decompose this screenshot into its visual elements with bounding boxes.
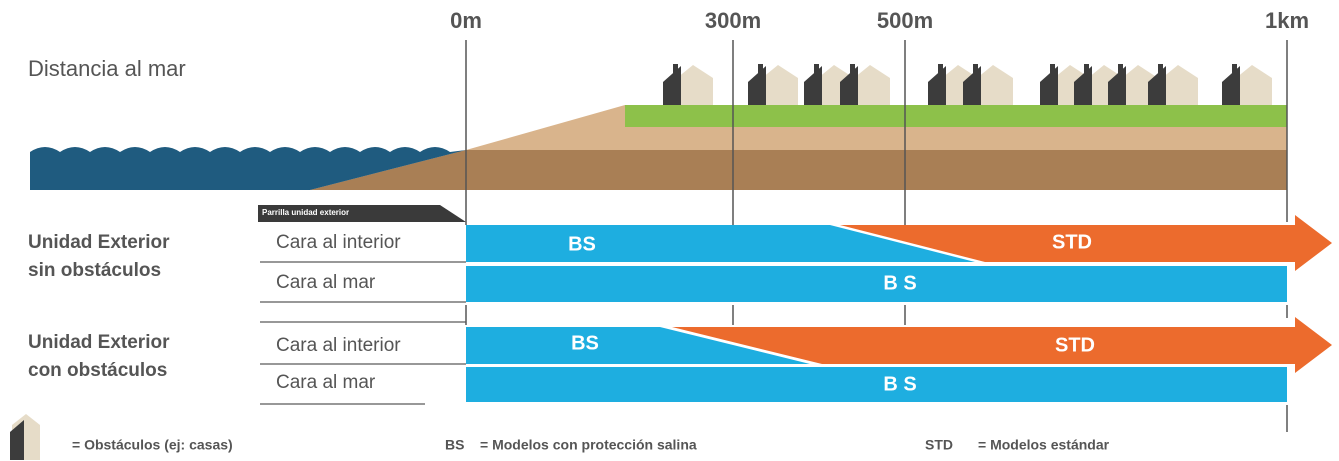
band-label: B S [883, 272, 916, 294]
houses [663, 64, 1272, 105]
marker-label: 300m [705, 8, 761, 33]
bs-band [466, 367, 1287, 402]
group-label: Unidad Exterior [28, 332, 170, 353]
band-label: STD [1052, 231, 1092, 253]
house [963, 64, 1013, 105]
marker-label: 0m [450, 8, 482, 33]
bs-band [466, 266, 1287, 302]
grass [625, 105, 1287, 127]
house [1222, 64, 1272, 105]
house [748, 64, 798, 105]
grid-badge-text: Parrilla unidad exterior [262, 208, 349, 217]
group-label: sin obstáculos [28, 260, 161, 281]
legend-house-icon [10, 414, 40, 460]
house [840, 64, 890, 105]
marker-label: 500m [877, 8, 933, 33]
row-label: Cara al mar [276, 272, 376, 293]
band-label: BS [568, 233, 596, 255]
house [663, 64, 713, 105]
row-label: Cara al mar [276, 372, 376, 393]
scale-title: Distancia al mar [28, 56, 186, 81]
row-label: Cara al interior [276, 232, 401, 253]
band-label: B S [883, 373, 916, 395]
group-label: con obstáculos [28, 360, 167, 381]
marker-label: 1km [1265, 8, 1309, 33]
legend-text: = Obstáculos (ej: casas) [72, 437, 233, 453]
soil [310, 150, 1287, 190]
band-label: BS [571, 332, 599, 354]
legend-text: = Modelos con protección salina [480, 437, 697, 453]
band-label: STD [1055, 334, 1095, 356]
group-label: Unidad Exterior [28, 232, 170, 253]
legend-key: BS [445, 437, 464, 453]
row-label: Cara al interior [276, 335, 401, 356]
legend-text: = Modelos estándar [978, 437, 1110, 453]
diagram: Distancia al mar 0m 300m 500m 1km Parril… [0, 0, 1339, 461]
legend-key: STD [925, 437, 953, 453]
std-arrow [672, 317, 1332, 373]
house [1148, 64, 1198, 105]
page: Distancia al mar 0m 300m 500m 1km Parril… [0, 0, 1339, 461]
